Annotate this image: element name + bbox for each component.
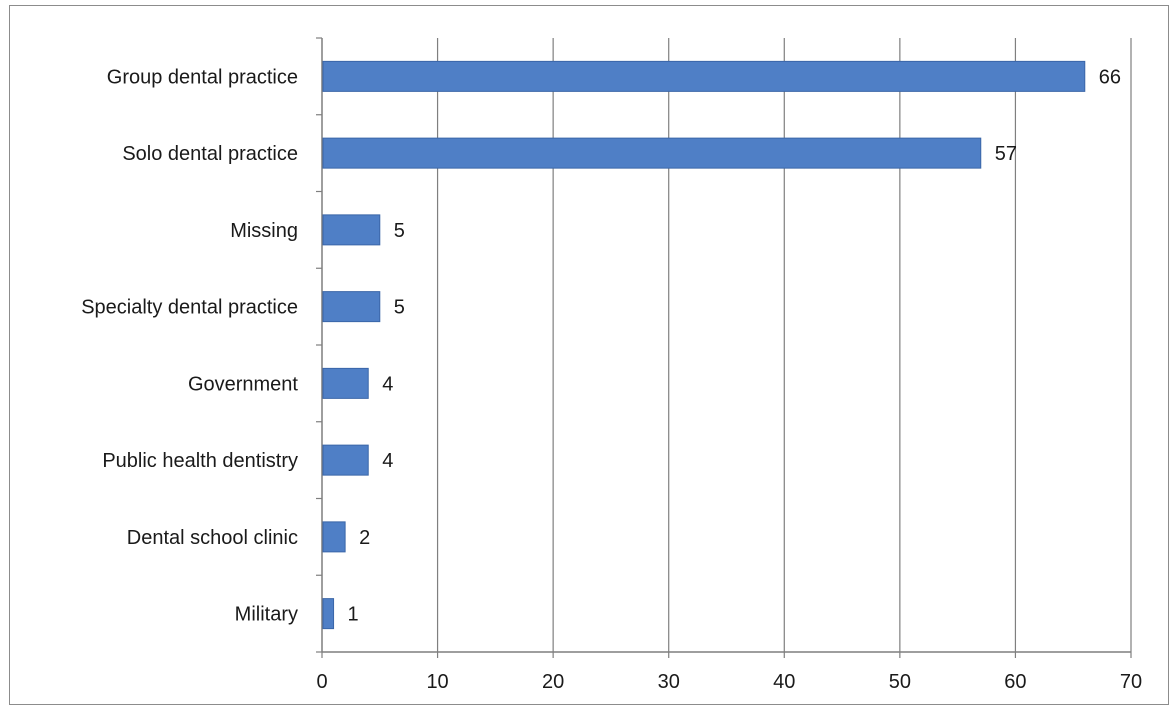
bar — [322, 444, 369, 476]
category-label: Dental school clinic — [127, 527, 298, 549]
bar-chart: 0 10 20 30 40 50 60 70 Group dental practice 66 So… — [81, 37, 1142, 693]
x-tick-label: 30 — [658, 671, 680, 693]
bar — [322, 60, 1086, 92]
category-label: Specialty dental practice — [81, 297, 298, 319]
category-label: Group dental practice — [107, 66, 298, 88]
data-label: 1 — [348, 604, 359, 626]
bar — [322, 291, 381, 323]
category-label: Government — [188, 373, 298, 395]
bar — [322, 521, 346, 553]
category-label: Public health dentistry — [102, 450, 298, 472]
x-tick-label: 0 — [316, 671, 327, 693]
data-label: 2 — [359, 527, 370, 549]
data-label: 57 — [995, 143, 1017, 165]
category-label: Military — [235, 604, 298, 626]
bar — [322, 137, 982, 169]
x-tick-label: 40 — [773, 671, 795, 693]
x-tick-label: 20 — [542, 671, 564, 693]
category-label: Solo dental practice — [122, 143, 298, 165]
data-label: 5 — [394, 297, 405, 319]
x-tick-label: 10 — [426, 671, 448, 693]
data-label: 5 — [394, 220, 405, 242]
x-tick-label: 60 — [1004, 671, 1026, 693]
x-tick-label: 70 — [1120, 671, 1142, 693]
data-label: 66 — [1099, 66, 1121, 88]
x-tick-label: 50 — [889, 671, 911, 693]
category-label: Missing — [230, 220, 298, 242]
bar — [322, 214, 381, 246]
bar — [322, 598, 335, 630]
chart-frame: 0 10 20 30 40 50 60 70 Group dental practice 66 So… — [9, 5, 1169, 705]
data-label: 4 — [382, 450, 393, 472]
bar — [322, 367, 369, 399]
data-label: 4 — [382, 373, 393, 395]
